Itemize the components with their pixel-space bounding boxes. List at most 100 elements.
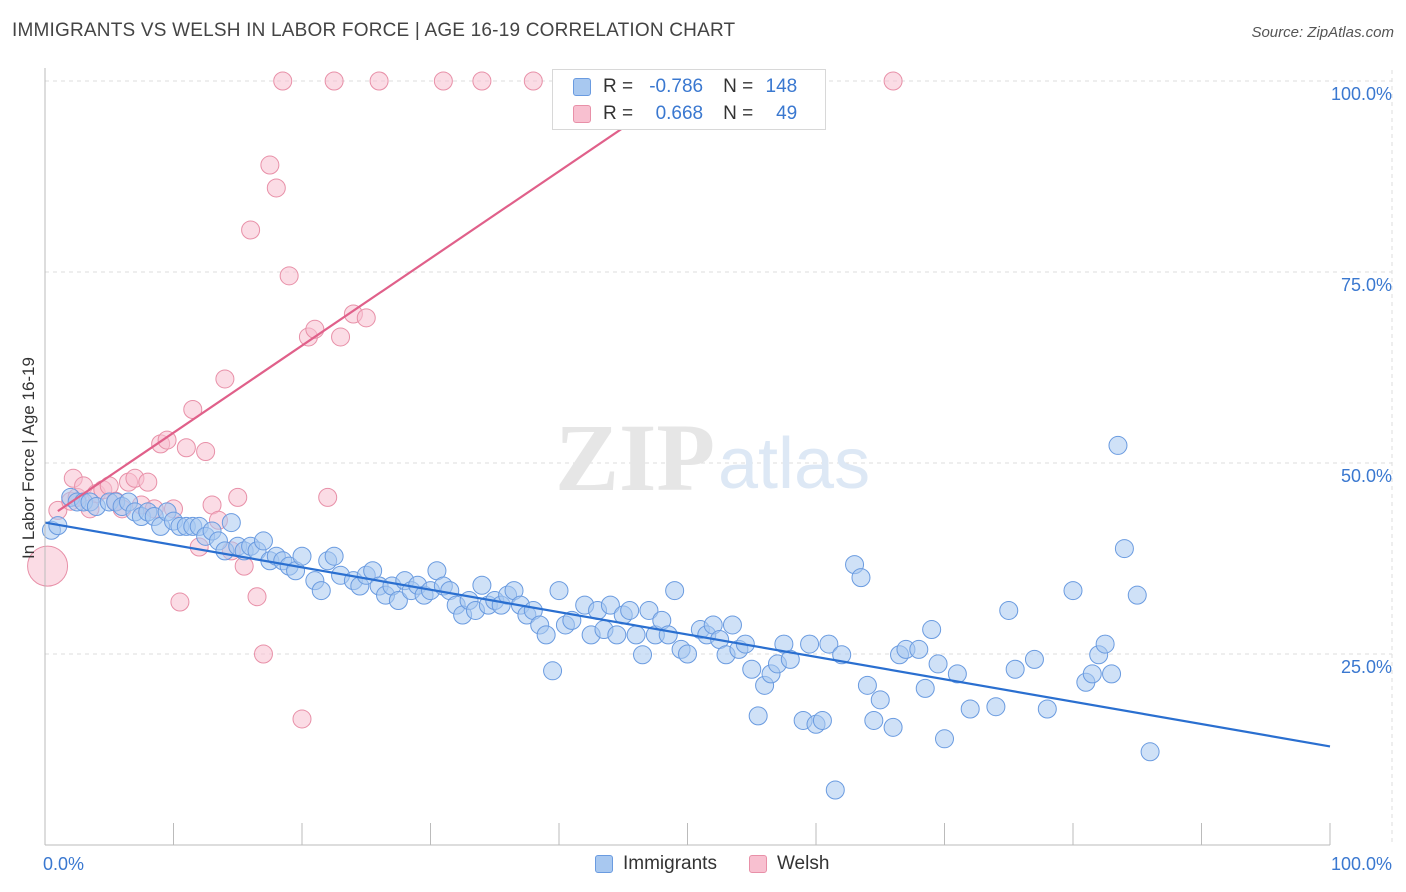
welsh-point: [27, 545, 69, 587]
immigrants-point: [864, 710, 884, 730]
immigrants-point: [1114, 539, 1134, 559]
immigrants-point: [536, 625, 556, 645]
chart-title: IMMIGRANTS VS WELSH IN LABOR FORCE | AGE…: [12, 20, 736, 41]
immigrants-point: [1102, 664, 1122, 684]
immigrants-point: [292, 546, 312, 566]
watermark: ZIP atlas: [555, 404, 870, 511]
immigrants-point: [626, 625, 646, 645]
immigrants-point: [960, 699, 980, 719]
immigrants-point: [665, 581, 685, 601]
welsh-point: [324, 71, 344, 91]
immigrants-point: [253, 531, 273, 551]
welsh-point: [273, 71, 293, 91]
immigrants-trend-line: [44, 521, 1331, 748]
immigrants-point: [311, 581, 331, 601]
y-tick-label: 75.0%: [1341, 275, 1392, 295]
welsh-point: [318, 487, 338, 507]
immigrants-point: [883, 717, 903, 737]
immigrants-point: [1140, 742, 1160, 762]
immigrants-point: [678, 644, 697, 664]
stats-legend: R = -0.786 N = 148 R = 0.668 N = 49: [552, 69, 826, 130]
immigrants-point: [909, 639, 929, 659]
stats-row-immigrants: R = -0.786 N = 148: [573, 74, 797, 100]
welsh-trend-line: [57, 100, 663, 513]
immigrants-point: [633, 645, 653, 665]
axis-layer: 25.0% 50.0% 75.0% 100.0% 0.0% 100.0%: [43, 68, 1392, 874]
immigrants-point: [549, 581, 569, 601]
immigrants-point: [600, 595, 620, 615]
immigrants-point: [748, 706, 768, 726]
welsh-n-value: 49: [776, 103, 798, 124]
welsh-point: [356, 308, 376, 328]
immigrants-point: [1095, 634, 1115, 654]
welsh-point: [241, 220, 261, 240]
immigrants-point: [819, 634, 839, 654]
x-tick-label-max: 100.0%: [1331, 854, 1392, 874]
immigrants-point: [800, 634, 820, 654]
y-tick-label: 100.0%: [1331, 84, 1392, 104]
immigrants-point: [543, 661, 563, 681]
legend-label-welsh: Welsh: [776, 853, 830, 874]
immigrants-point: [388, 591, 408, 611]
r-label: R =: [603, 103, 634, 124]
welsh-point: [266, 178, 286, 198]
welsh-point: [433, 71, 453, 91]
welsh-point: [196, 442, 216, 462]
legend-item-welsh[interactable]: Welsh: [748, 853, 830, 875]
welsh-legend-swatch: [748, 855, 767, 873]
immigrants-point: [870, 690, 890, 710]
immigrants-point: [324, 546, 344, 566]
y-axis-label: In Labor Force | Age 16-19: [19, 357, 38, 559]
immigrants-point: [832, 645, 852, 665]
immigrants-point: [935, 729, 954, 749]
legend-item-immigrants[interactable]: Immigrants: [595, 853, 717, 875]
welsh-swatch: [573, 105, 591, 123]
immigrants-point: [928, 654, 948, 674]
immigrants-point: [1063, 581, 1083, 601]
immigrants-r-value: -0.786: [649, 76, 704, 97]
welsh-point: [176, 438, 196, 458]
immigrants-point: [1108, 435, 1128, 455]
r-label: R =: [603, 76, 634, 97]
n-label: N =: [723, 103, 754, 124]
immigrants-point: [999, 600, 1019, 620]
immigrants-point: [1127, 585, 1147, 605]
welsh-point: [228, 487, 248, 507]
immigrants-point: [812, 710, 832, 730]
welsh-point: [279, 266, 299, 286]
welsh-point: [523, 71, 543, 91]
immigrants-point: [1005, 659, 1025, 679]
immigrants-point: [1037, 699, 1057, 719]
immigrants-points: [41, 435, 1160, 800]
legend-label-immigrants: Immigrants: [623, 853, 717, 874]
immigrants-legend-swatch: [595, 855, 613, 873]
immigrants-point: [915, 678, 935, 698]
welsh-point: [331, 327, 351, 347]
bottom-legend: Immigrants Welsh: [595, 850, 861, 878]
immigrants-point: [607, 625, 627, 645]
immigrants-point: [472, 575, 492, 595]
immigrants-point: [947, 664, 967, 684]
immigrants-point: [986, 697, 1006, 717]
immigrants-swatch: [573, 78, 591, 96]
welsh-point: [369, 71, 389, 91]
welsh-r-value: 0.668: [655, 103, 704, 124]
welsh-point: [247, 587, 267, 607]
n-label: N =: [723, 76, 754, 97]
trend-lines: [44, 100, 1331, 748]
welsh-point: [292, 709, 312, 729]
watermark-zip: ZIP: [555, 404, 715, 511]
immigrants-point: [742, 659, 762, 679]
immigrants-point: [825, 780, 845, 800]
welsh-point: [138, 472, 158, 492]
chart-source: Source: ZipAtlas.com: [1251, 24, 1394, 41]
welsh-point: [253, 644, 273, 664]
immigrants-point: [722, 615, 742, 635]
y-tick-label: 50.0%: [1341, 466, 1392, 486]
immigrants-point: [620, 600, 640, 620]
immigrants-point: [1024, 649, 1044, 669]
welsh-point: [157, 430, 177, 450]
immigrants-point: [851, 568, 871, 588]
immigrants-point: [1082, 664, 1102, 684]
